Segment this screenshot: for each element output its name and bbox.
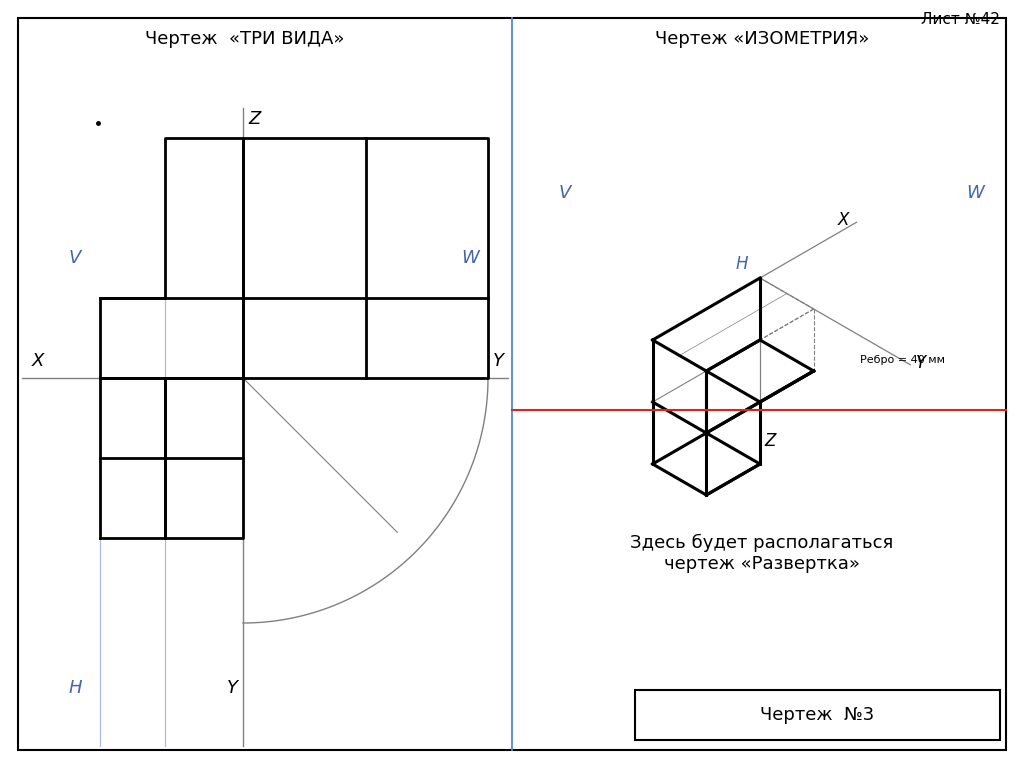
Text: X: X bbox=[838, 211, 849, 229]
Text: X: X bbox=[32, 352, 44, 370]
Text: H: H bbox=[69, 679, 82, 697]
Text: Чертеж «ИЗОМЕТРИЯ»: Чертеж «ИЗОМЕТРИЯ» bbox=[654, 30, 869, 48]
Text: Чертеж  №3: Чертеж №3 bbox=[761, 706, 874, 724]
Text: Y: Y bbox=[916, 354, 927, 372]
Text: Z: Z bbox=[248, 110, 260, 128]
Text: Ребро = 40 мм: Ребро = 40 мм bbox=[860, 355, 945, 365]
Text: Здесь будет располагаться
чертеж «Развертка»: Здесь будет располагаться чертеж «Развер… bbox=[631, 534, 894, 572]
Bar bbox=[635, 690, 1000, 740]
Text: Чертеж  «ТРИ ВИДА»: Чертеж «ТРИ ВИДА» bbox=[145, 30, 345, 48]
Text: V: V bbox=[559, 184, 571, 202]
Text: Y: Y bbox=[227, 679, 238, 697]
Text: W: W bbox=[966, 184, 984, 202]
Text: W: W bbox=[461, 249, 479, 267]
Text: H: H bbox=[736, 255, 749, 273]
Text: Z: Z bbox=[764, 432, 775, 449]
Text: Лист №42: Лист №42 bbox=[922, 12, 1000, 27]
Text: V: V bbox=[69, 249, 81, 267]
Text: Y: Y bbox=[493, 352, 504, 370]
